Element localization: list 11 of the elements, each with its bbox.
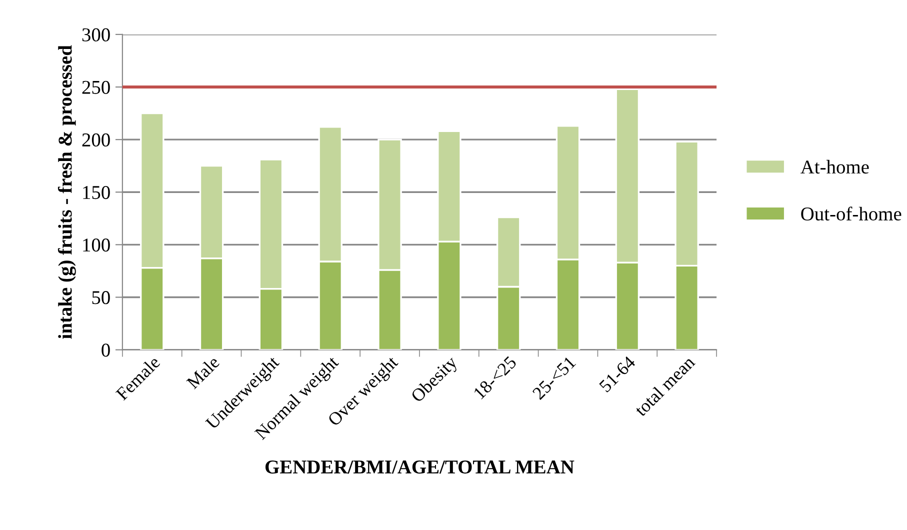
y-tick-label: 0: [102, 344, 110, 357]
legend-label: Out-of-home: [801, 206, 902, 221]
y-tick-label: 300: [82, 28, 110, 42]
legend-label: At-home: [800, 160, 869, 174]
y-tick-label: 150: [83, 186, 110, 200]
y-tick-label: 50: [92, 291, 110, 304]
y-tick-label: 250: [82, 80, 110, 94]
y-tick-label: 200: [82, 133, 110, 147]
y-tick-label: 100: [83, 238, 110, 252]
y-axis-title: intake (g) fruits - fresh & processed: [58, 45, 76, 339]
x-axis-title: GENDER/BMI/AGE/TOTAL MEAN: [265, 460, 574, 474]
